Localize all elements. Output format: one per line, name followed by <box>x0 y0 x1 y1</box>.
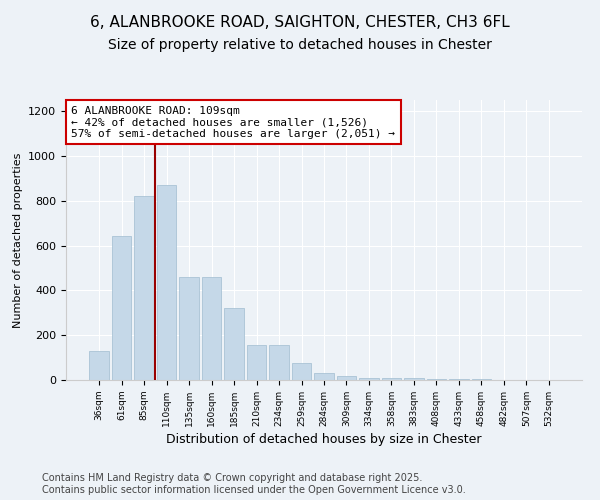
Bar <box>269 346 289 380</box>
Bar <box>404 378 424 380</box>
Bar <box>382 378 401 380</box>
Bar <box>157 185 176 380</box>
Bar <box>314 374 334 380</box>
Bar <box>89 351 109 380</box>
Text: 6 ALANBROOKE ROAD: 109sqm
← 42% of detached houses are smaller (1,526)
57% of se: 6 ALANBROOKE ROAD: 109sqm ← 42% of detac… <box>71 106 395 139</box>
Bar <box>247 346 266 380</box>
Bar <box>112 236 131 380</box>
Y-axis label: Number of detached properties: Number of detached properties <box>13 152 23 328</box>
X-axis label: Distribution of detached houses by size in Chester: Distribution of detached houses by size … <box>166 433 482 446</box>
Text: Size of property relative to detached houses in Chester: Size of property relative to detached ho… <box>108 38 492 52</box>
Bar <box>224 308 244 380</box>
Bar <box>337 376 356 380</box>
Bar <box>179 277 199 380</box>
Text: 6, ALANBROOKE ROAD, SAIGHTON, CHESTER, CH3 6FL: 6, ALANBROOKE ROAD, SAIGHTON, CHESTER, C… <box>90 15 510 30</box>
Bar <box>359 378 379 380</box>
Bar <box>427 379 446 380</box>
Bar <box>449 379 469 380</box>
Text: Contains HM Land Registry data © Crown copyright and database right 2025.
Contai: Contains HM Land Registry data © Crown c… <box>42 474 466 495</box>
Bar <box>202 277 221 380</box>
Bar <box>292 363 311 380</box>
Bar <box>134 196 154 380</box>
